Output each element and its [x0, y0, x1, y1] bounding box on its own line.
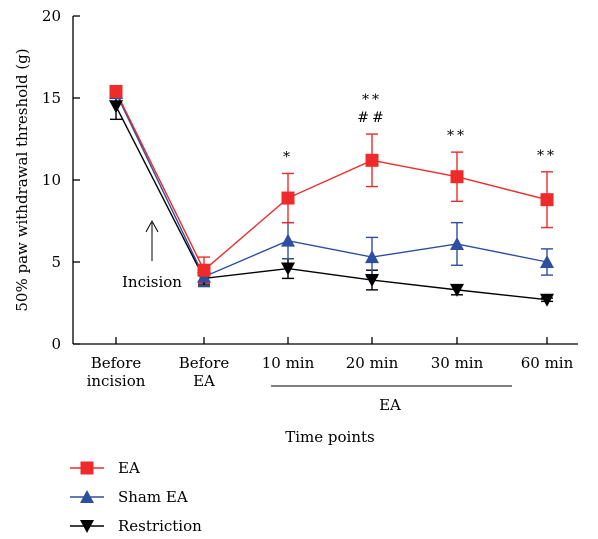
significance-label: **	[362, 92, 382, 108]
x-axis-title: Time points	[285, 428, 375, 446]
y-axis-title: 50% paw withdrawal threshold (g)	[13, 48, 31, 311]
restriction-point	[109, 100, 123, 114]
x-tick-label: 60 min	[521, 354, 574, 372]
restriction-point	[450, 283, 464, 297]
y-tick-label: 5	[51, 253, 61, 271]
x-tick-label-line: 30 min	[431, 354, 484, 372]
x-tick-label-line: 20 min	[346, 354, 399, 372]
restriction-point	[281, 262, 295, 276]
restriction-point	[365, 274, 379, 288]
x-tick-label-line: 60 min	[521, 354, 574, 372]
significance-label: **	[447, 128, 467, 144]
legend-label-sham-ea: Sham EA	[118, 488, 188, 506]
significance-label: ##	[357, 110, 386, 126]
restriction-point	[540, 293, 554, 307]
x-tick-label: 10 min	[262, 354, 315, 372]
sham-ea-point	[450, 236, 464, 250]
group-label: EA	[379, 396, 401, 414]
ea-line	[115, 91, 548, 272]
x-tick-label-line: 10 min	[262, 354, 315, 372]
restriction-line	[115, 105, 548, 301]
x-tick-label-line: Before	[179, 354, 230, 372]
ea-point	[540, 193, 554, 207]
y-tick-label: 20	[42, 7, 61, 25]
x-tick-label-line: incision	[87, 372, 146, 390]
ea-point	[109, 84, 123, 98]
legend-label-restriction: Restriction	[118, 517, 202, 535]
ea-point	[365, 153, 379, 167]
y-tick-label: 0	[51, 335, 61, 353]
y-tick-label: 15	[42, 89, 61, 107]
significance-label: *	[283, 149, 293, 165]
legend-label-ea: EA	[118, 459, 140, 477]
x-tick-label: Before EA	[179, 354, 230, 390]
x-tick-label-line: EA	[193, 372, 215, 390]
incision-arrow-head	[145, 219, 159, 233]
sham-ea-point	[365, 250, 379, 264]
sham-ea-point	[540, 255, 554, 268]
legend-marker-sham-ea	[80, 490, 94, 503]
sham-ea-point	[281, 233, 295, 247]
x-tick-label-line: Before	[91, 354, 142, 372]
x-tick-label: 30 min	[431, 354, 484, 372]
x-tick-label: Before incision	[87, 354, 146, 390]
significance-label: **	[537, 148, 557, 164]
x-tick-label: 20 min	[346, 354, 399, 372]
legend-marker-restriction	[80, 520, 94, 533]
incision-label: Incision	[122, 273, 182, 291]
ea-point	[197, 263, 211, 277]
ea-point	[450, 170, 464, 184]
sham-ea-line	[115, 92, 548, 278]
legend-marker-ea	[80, 461, 94, 475]
ea-point	[281, 191, 295, 205]
y-tick-label: 10	[42, 171, 61, 189]
